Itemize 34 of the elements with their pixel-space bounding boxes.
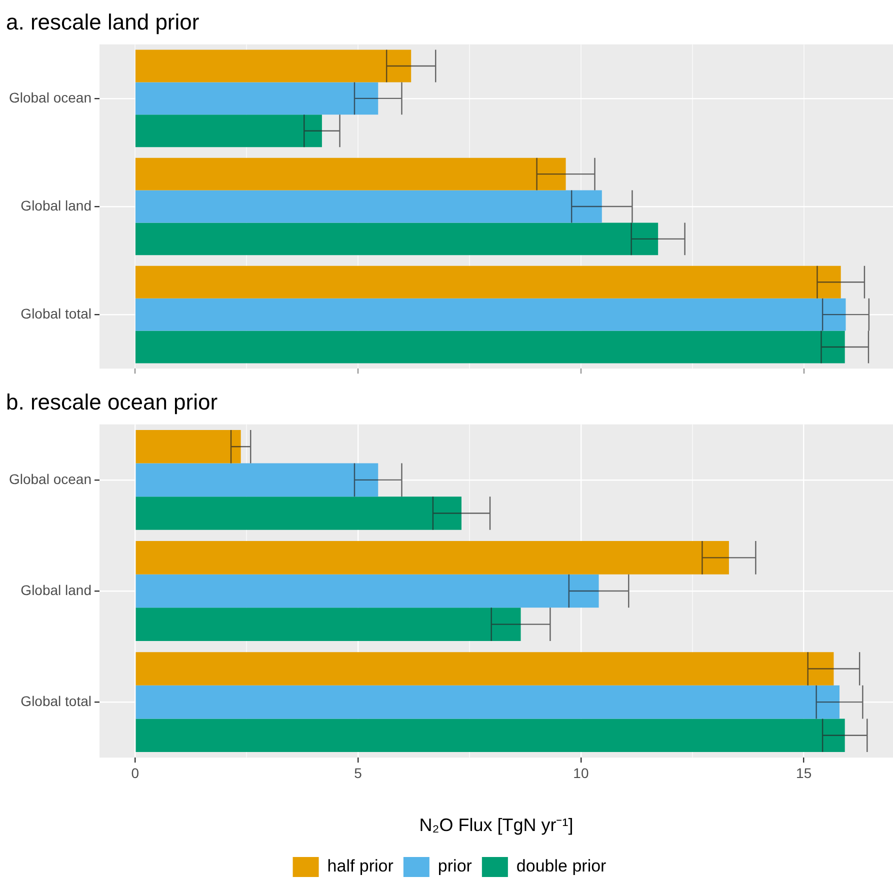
bar — [136, 541, 729, 574]
bar — [135, 158, 566, 190]
bar — [135, 82, 378, 115]
bar — [135, 330, 845, 364]
legend-label: double prior — [516, 856, 607, 876]
bar — [136, 652, 834, 686]
bar — [136, 496, 462, 530]
bar — [136, 463, 378, 497]
bar — [135, 50, 412, 82]
bar — [135, 114, 322, 148]
legend-label: prior — [438, 856, 472, 876]
bar — [135, 298, 846, 331]
y-tick-label: Global ocean — [8, 470, 92, 487]
x-tick-label: 15 — [796, 764, 812, 781]
bar — [136, 574, 599, 608]
bar — [136, 430, 241, 464]
bar — [135, 222, 658, 256]
bar — [135, 190, 602, 223]
x-tick-label: 5 — [354, 764, 362, 781]
legend-label: half prior — [327, 856, 394, 876]
x-axis-title: N₂O Flux [TgN yr⁻¹] — [419, 815, 574, 836]
x-tick-label: 10 — [573, 764, 589, 781]
y-tick-label: Global land — [20, 197, 92, 214]
bar — [136, 608, 521, 641]
y-tick-label: Global ocean — [8, 89, 92, 106]
chart-title: a. rescale land prior — [6, 9, 200, 34]
y-tick-label: Global total — [20, 692, 92, 709]
y-tick-label: Global total — [20, 305, 92, 322]
bar — [135, 266, 841, 298]
chart-title: b. rescale ocean prior — [6, 389, 218, 414]
bar — [136, 685, 840, 719]
y-tick-label: Global land — [20, 582, 92, 598]
x-tick-label: 0 — [131, 764, 140, 781]
bar — [136, 718, 845, 752]
